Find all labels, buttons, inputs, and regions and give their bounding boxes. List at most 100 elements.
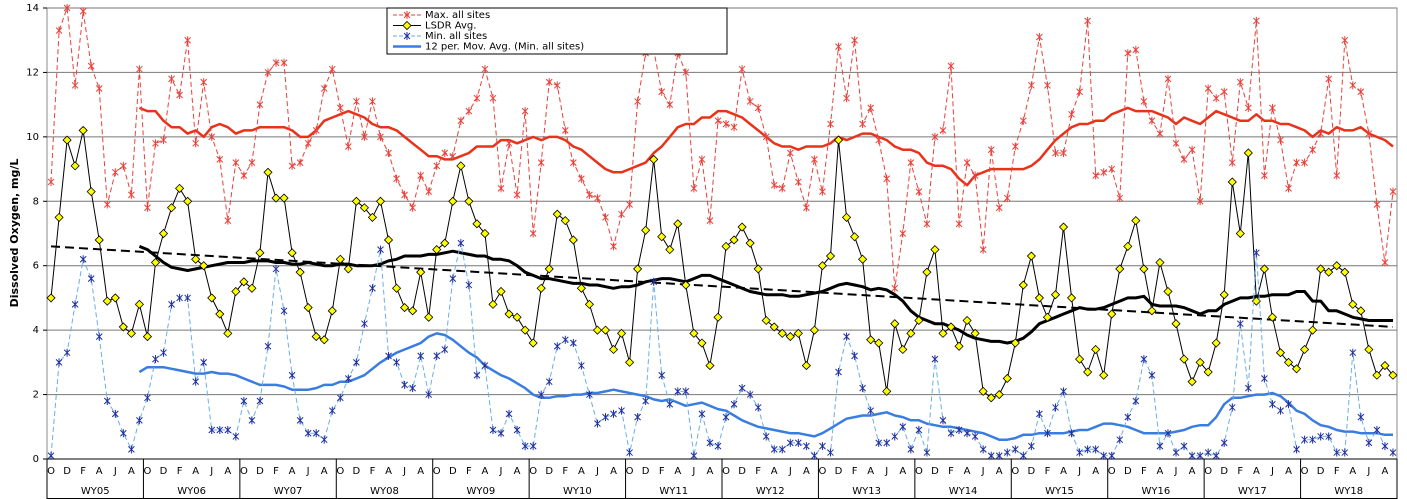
x-tick-label: D bbox=[1317, 466, 1325, 477]
data-marker bbox=[353, 97, 360, 106]
x-tick-label: A bbox=[128, 466, 135, 477]
data-marker bbox=[987, 145, 995, 154]
data-marker bbox=[473, 94, 481, 103]
data-marker bbox=[569, 158, 577, 167]
data-marker bbox=[111, 409, 119, 418]
data-marker bbox=[168, 300, 175, 309]
data-marker bbox=[288, 161, 296, 170]
x-tick-label: D bbox=[1124, 466, 1132, 477]
x-tick-label: A bbox=[385, 466, 392, 477]
data-marker bbox=[600, 325, 611, 335]
data-marker bbox=[971, 432, 979, 441]
data-marker bbox=[1084, 445, 1091, 454]
data-marker bbox=[296, 158, 304, 167]
data-marker bbox=[1349, 81, 1357, 90]
data-marker bbox=[248, 416, 256, 425]
data-marker bbox=[400, 303, 410, 313]
data-marker bbox=[481, 65, 489, 74]
data-marker bbox=[416, 267, 426, 277]
data-marker bbox=[102, 296, 112, 306]
data-marker bbox=[970, 328, 980, 338]
data-marker bbox=[1196, 451, 1204, 460]
data-marker bbox=[658, 371, 666, 380]
data-marker bbox=[472, 219, 482, 229]
data-marker bbox=[47, 451, 55, 460]
data-marker bbox=[1196, 197, 1204, 206]
data-marker bbox=[448, 196, 458, 206]
data-marker bbox=[626, 448, 633, 457]
data-marker bbox=[931, 355, 939, 364]
data-marker bbox=[657, 232, 667, 242]
y-tick-label: 8 bbox=[33, 196, 39, 207]
data-marker bbox=[408, 306, 418, 316]
data-marker bbox=[46, 293, 56, 303]
x-tick-label: A bbox=[1253, 466, 1260, 477]
data-marker bbox=[1236, 78, 1244, 87]
legend-marker bbox=[402, 20, 412, 31]
data-marker bbox=[1243, 148, 1253, 158]
data-marker bbox=[1172, 448, 1180, 457]
data-marker bbox=[375, 196, 386, 206]
x-tick-label: A bbox=[96, 466, 103, 477]
data-marker bbox=[529, 229, 537, 238]
data-marker bbox=[875, 438, 883, 447]
data-marker bbox=[962, 315, 972, 326]
data-marker bbox=[1107, 309, 1117, 319]
x-tick-label: D bbox=[256, 466, 264, 477]
data-marker bbox=[208, 426, 216, 435]
data-marker bbox=[441, 148, 449, 157]
data-marker bbox=[714, 116, 722, 125]
x-tick-label: D bbox=[449, 466, 457, 477]
data-marker bbox=[200, 358, 208, 367]
data-marker bbox=[602, 213, 609, 222]
data-marker bbox=[690, 184, 698, 193]
x-tick-label: O bbox=[1011, 466, 1019, 477]
data-marker bbox=[1236, 319, 1244, 328]
data-marker bbox=[1068, 429, 1075, 438]
data-marker bbox=[207, 293, 217, 303]
data-marker bbox=[1026, 251, 1036, 261]
data-marker bbox=[1285, 184, 1292, 193]
data-marker bbox=[1060, 387, 1067, 396]
year-label: WY08 bbox=[370, 486, 399, 497]
data-marker bbox=[785, 332, 795, 342]
data-marker bbox=[71, 300, 79, 309]
data-marker bbox=[634, 413, 641, 422]
data-marker bbox=[1275, 348, 1286, 358]
data-marker bbox=[1228, 158, 1236, 167]
data-marker bbox=[1075, 354, 1085, 364]
data-marker bbox=[762, 132, 770, 141]
data-marker bbox=[272, 58, 280, 67]
data-marker bbox=[1052, 148, 1059, 157]
data-marker bbox=[537, 390, 545, 399]
x-tick-label: A bbox=[1060, 466, 1067, 477]
data-marker bbox=[391, 283, 402, 293]
year-label: WY16 bbox=[1142, 486, 1171, 497]
data-marker bbox=[641, 225, 651, 235]
data-marker bbox=[553, 81, 561, 90]
data-marker bbox=[608, 344, 619, 355]
data-marker bbox=[915, 426, 923, 435]
x-tick-label: O bbox=[1301, 466, 1309, 477]
data-marker bbox=[1259, 264, 1269, 274]
y-tick-label: 0 bbox=[33, 454, 39, 465]
data-marker bbox=[793, 328, 803, 338]
data-marker bbox=[264, 342, 272, 351]
data-marker bbox=[215, 309, 225, 319]
x-tick-label: F bbox=[466, 466, 472, 477]
x-tick-label: O bbox=[819, 466, 827, 477]
y-tick-label: 10 bbox=[26, 132, 39, 143]
data-marker bbox=[778, 445, 786, 454]
data-marker bbox=[336, 103, 344, 112]
x-tick-label: D bbox=[642, 466, 650, 477]
data-marker bbox=[946, 322, 956, 332]
x-tick-label: J bbox=[1077, 466, 1081, 477]
data-marker bbox=[1244, 103, 1252, 112]
data-marker bbox=[698, 409, 706, 418]
data-marker bbox=[1220, 87, 1228, 96]
legend-marker bbox=[403, 11, 411, 19]
data-marker bbox=[1124, 413, 1132, 422]
data-marker bbox=[424, 312, 434, 322]
data-marker bbox=[369, 97, 376, 106]
data-marker bbox=[54, 212, 64, 222]
